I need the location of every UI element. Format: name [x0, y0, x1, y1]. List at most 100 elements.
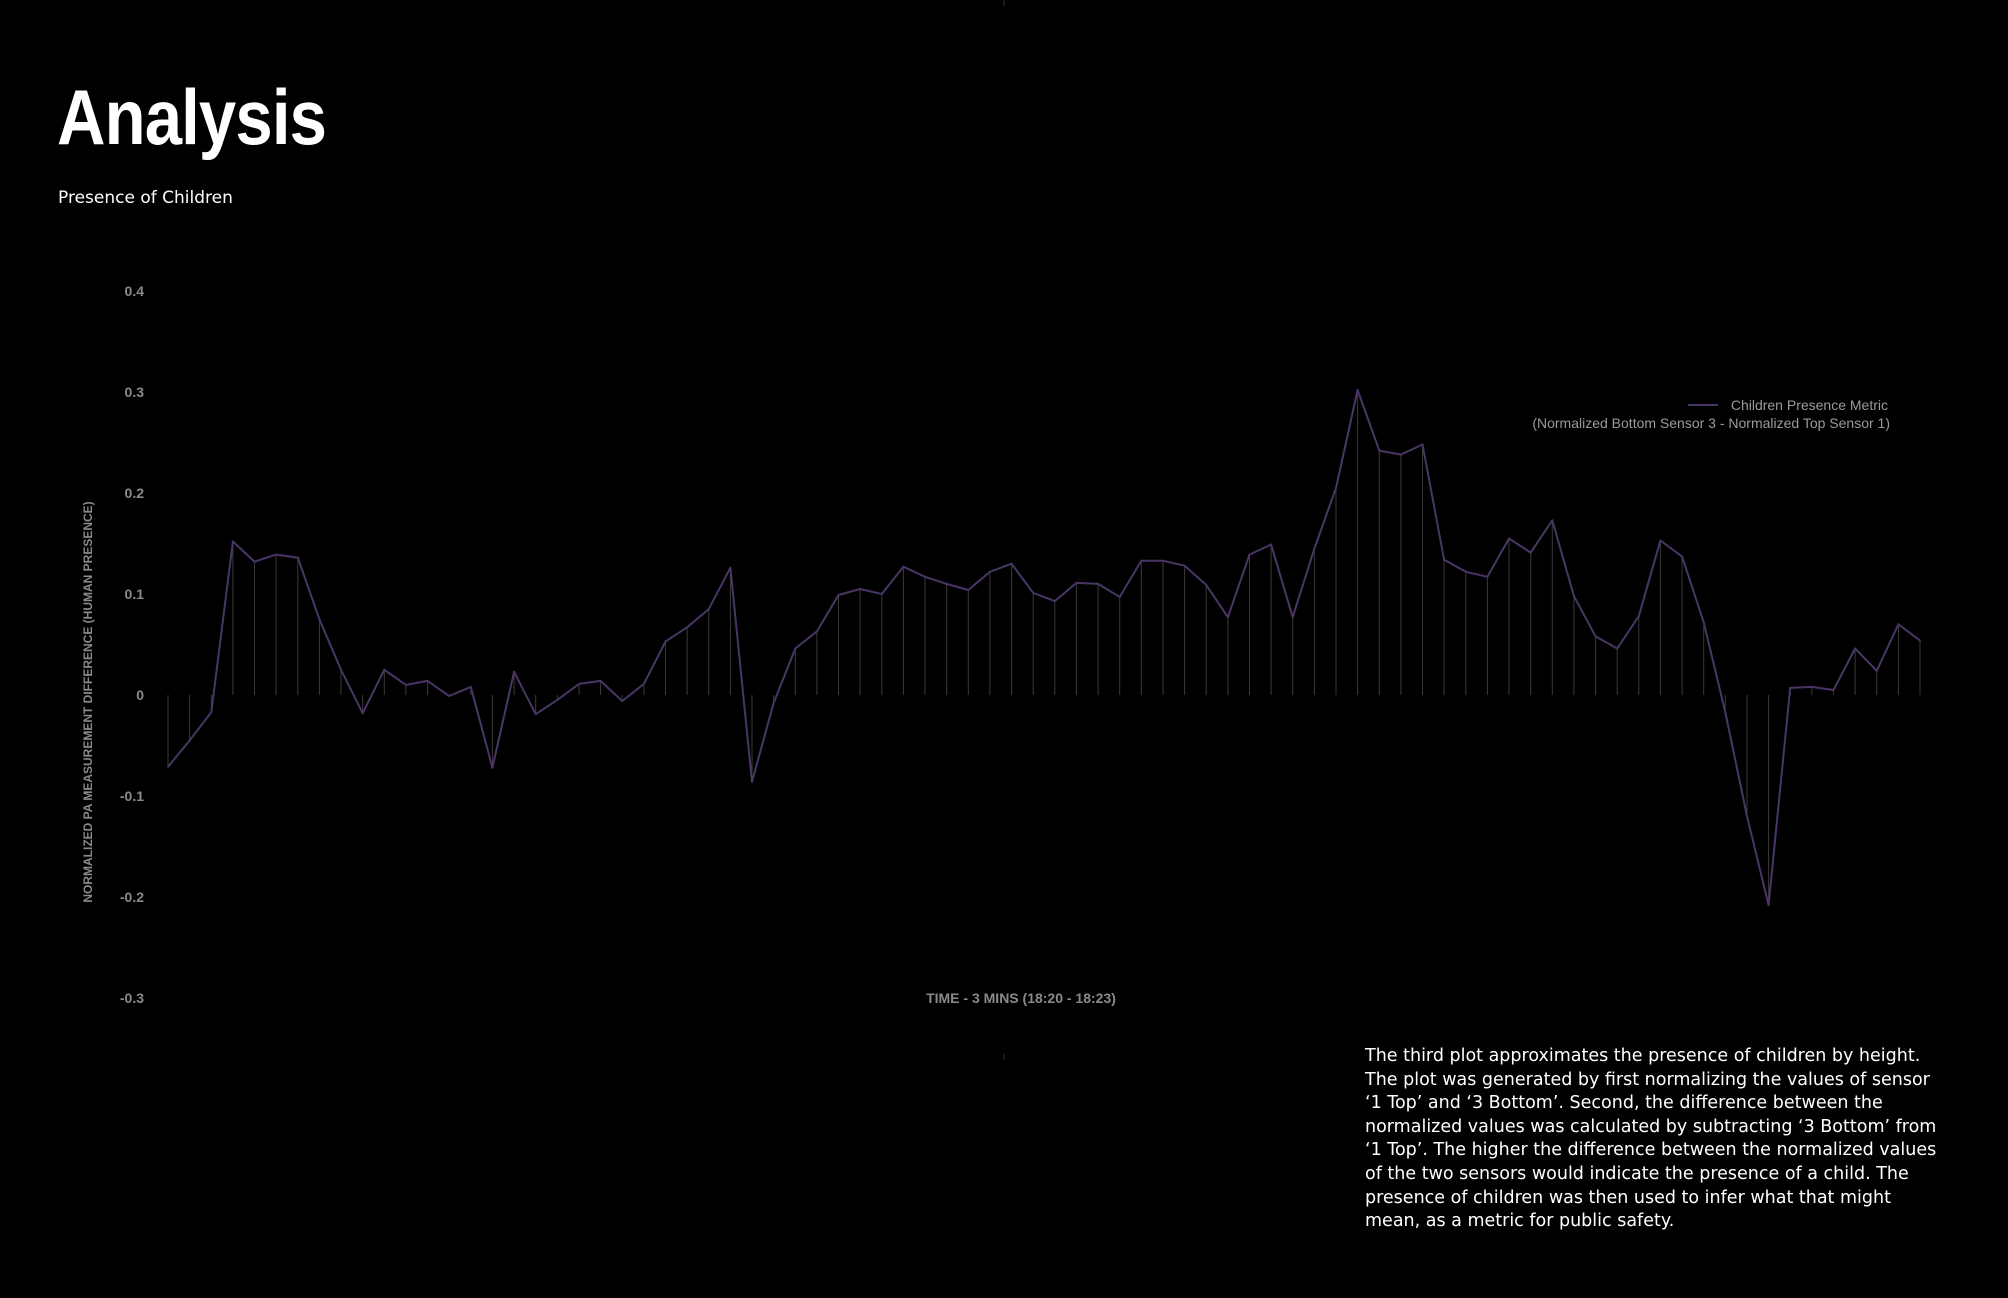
data-point — [1637, 615, 1640, 618]
data-point — [253, 560, 256, 563]
data-point — [1010, 562, 1013, 565]
y-tick-label: 0 — [136, 687, 144, 703]
data-point — [837, 594, 840, 596]
data-point — [967, 589, 970, 591]
data-point — [448, 695, 451, 697]
y-tick-label: 0.3 — [125, 384, 145, 400]
data-point — [1529, 551, 1532, 554]
y-axis-label: NORMALIZED PA MEASUREMENT DIFFERENCE (HU… — [81, 501, 95, 902]
data-point — [491, 766, 494, 769]
y-tick-label: 0.4 — [125, 283, 145, 299]
data-point — [751, 780, 753, 783]
data-point — [794, 647, 797, 650]
data-point — [1767, 904, 1770, 907]
data-point — [1464, 570, 1467, 573]
data-point — [361, 712, 364, 715]
data-point — [296, 556, 299, 559]
y-tick-label: 0.2 — [125, 485, 145, 501]
data-point — [1746, 815, 1748, 818]
data-point — [1875, 669, 1878, 672]
data-point — [664, 640, 667, 643]
data-point — [1724, 711, 1727, 714]
series-line-children-presence — [167, 389, 1921, 907]
legend-series-name: Children Presence Metric — [1731, 397, 1888, 413]
data-point — [1313, 547, 1316, 550]
data-point — [231, 540, 234, 543]
data-point — [815, 630, 818, 633]
data-point — [1075, 581, 1078, 584]
data-point — [1789, 686, 1792, 689]
data-point — [1248, 553, 1251, 556]
x-axis-label: TIME - 3 MINS (18:20 - 18:23) — [926, 990, 1116, 1006]
data-point — [1378, 449, 1381, 452]
data-point — [404, 683, 407, 686]
data-point — [772, 702, 775, 705]
data-point — [1832, 689, 1835, 691]
data-point — [1594, 635, 1597, 638]
data-point — [167, 765, 169, 768]
data-point — [945, 582, 948, 585]
data-point — [1335, 487, 1337, 489]
data-point — [1443, 558, 1446, 561]
data-point — [1897, 623, 1900, 626]
data-point — [902, 565, 905, 568]
y-tick-label: -0.2 — [120, 889, 144, 905]
data-point — [426, 679, 429, 682]
data-point — [188, 739, 191, 742]
data-point — [1162, 559, 1164, 562]
data-points — [167, 389, 1921, 907]
data-point — [210, 711, 213, 714]
page-subtitle: Presence of Children — [58, 188, 233, 208]
data-point — [1659, 539, 1662, 542]
data-point — [1399, 453, 1402, 456]
data-point — [513, 670, 516, 673]
data-point — [859, 588, 862, 590]
data-point — [1572, 595, 1575, 597]
data-point — [578, 682, 580, 685]
data-point — [1919, 639, 1921, 642]
data-point — [729, 566, 732, 569]
drop-lines — [167, 390, 1921, 906]
data-point — [383, 668, 386, 671]
data-point — [1551, 519, 1554, 522]
page-title: Analysis — [57, 73, 327, 161]
data-point — [318, 618, 321, 621]
data-point — [1508, 537, 1510, 540]
data-point — [1032, 592, 1035, 594]
data-point — [1421, 443, 1424, 446]
data-point — [534, 713, 537, 716]
data-point — [1183, 564, 1186, 567]
data-point — [707, 608, 710, 611]
data-point — [642, 682, 645, 685]
y-tick-label: -0.1 — [120, 788, 144, 804]
data-point — [880, 593, 883, 595]
data-point — [340, 668, 342, 671]
data-point — [556, 699, 559, 701]
data-point — [1205, 583, 1208, 586]
data-point — [1702, 621, 1705, 624]
data-point — [275, 553, 278, 556]
data-point — [686, 626, 689, 629]
y-tick-label: 0.1 — [125, 586, 145, 602]
data-point — [1053, 600, 1056, 603]
data-point — [599, 679, 602, 682]
data-point — [469, 685, 472, 688]
data-point — [1854, 647, 1857, 650]
data-point — [621, 700, 624, 703]
data-point — [1810, 685, 1813, 688]
data-point — [1226, 616, 1229, 619]
legend-series-subtitle: (Normalized Bottom Sensor 3 - Normalized… — [1532, 415, 1890, 431]
y-axis-ticks: 0.4 0.3 0.2 0.1 0 -0.1 -0.2 -0.3 — [120, 283, 144, 1006]
description-paragraph: The third plot approximates the presence… — [1365, 1046, 1937, 1232]
data-point — [1097, 582, 1100, 585]
data-point — [1486, 575, 1489, 578]
data-point — [1270, 543, 1273, 546]
data-point — [1140, 559, 1143, 562]
data-point — [1118, 596, 1121, 598]
legend: Children Presence Metric (Normalized Bot… — [1532, 397, 1890, 431]
data-point — [1291, 616, 1294, 619]
data-point — [1356, 389, 1359, 391]
data-point — [924, 575, 926, 578]
presence-line-chart: 0.4 0.3 0.2 0.1 0 -0.1 -0.2 -0.3 NORMALIZED PA … — [81, 0, 1921, 1060]
data-point — [1616, 647, 1619, 650]
